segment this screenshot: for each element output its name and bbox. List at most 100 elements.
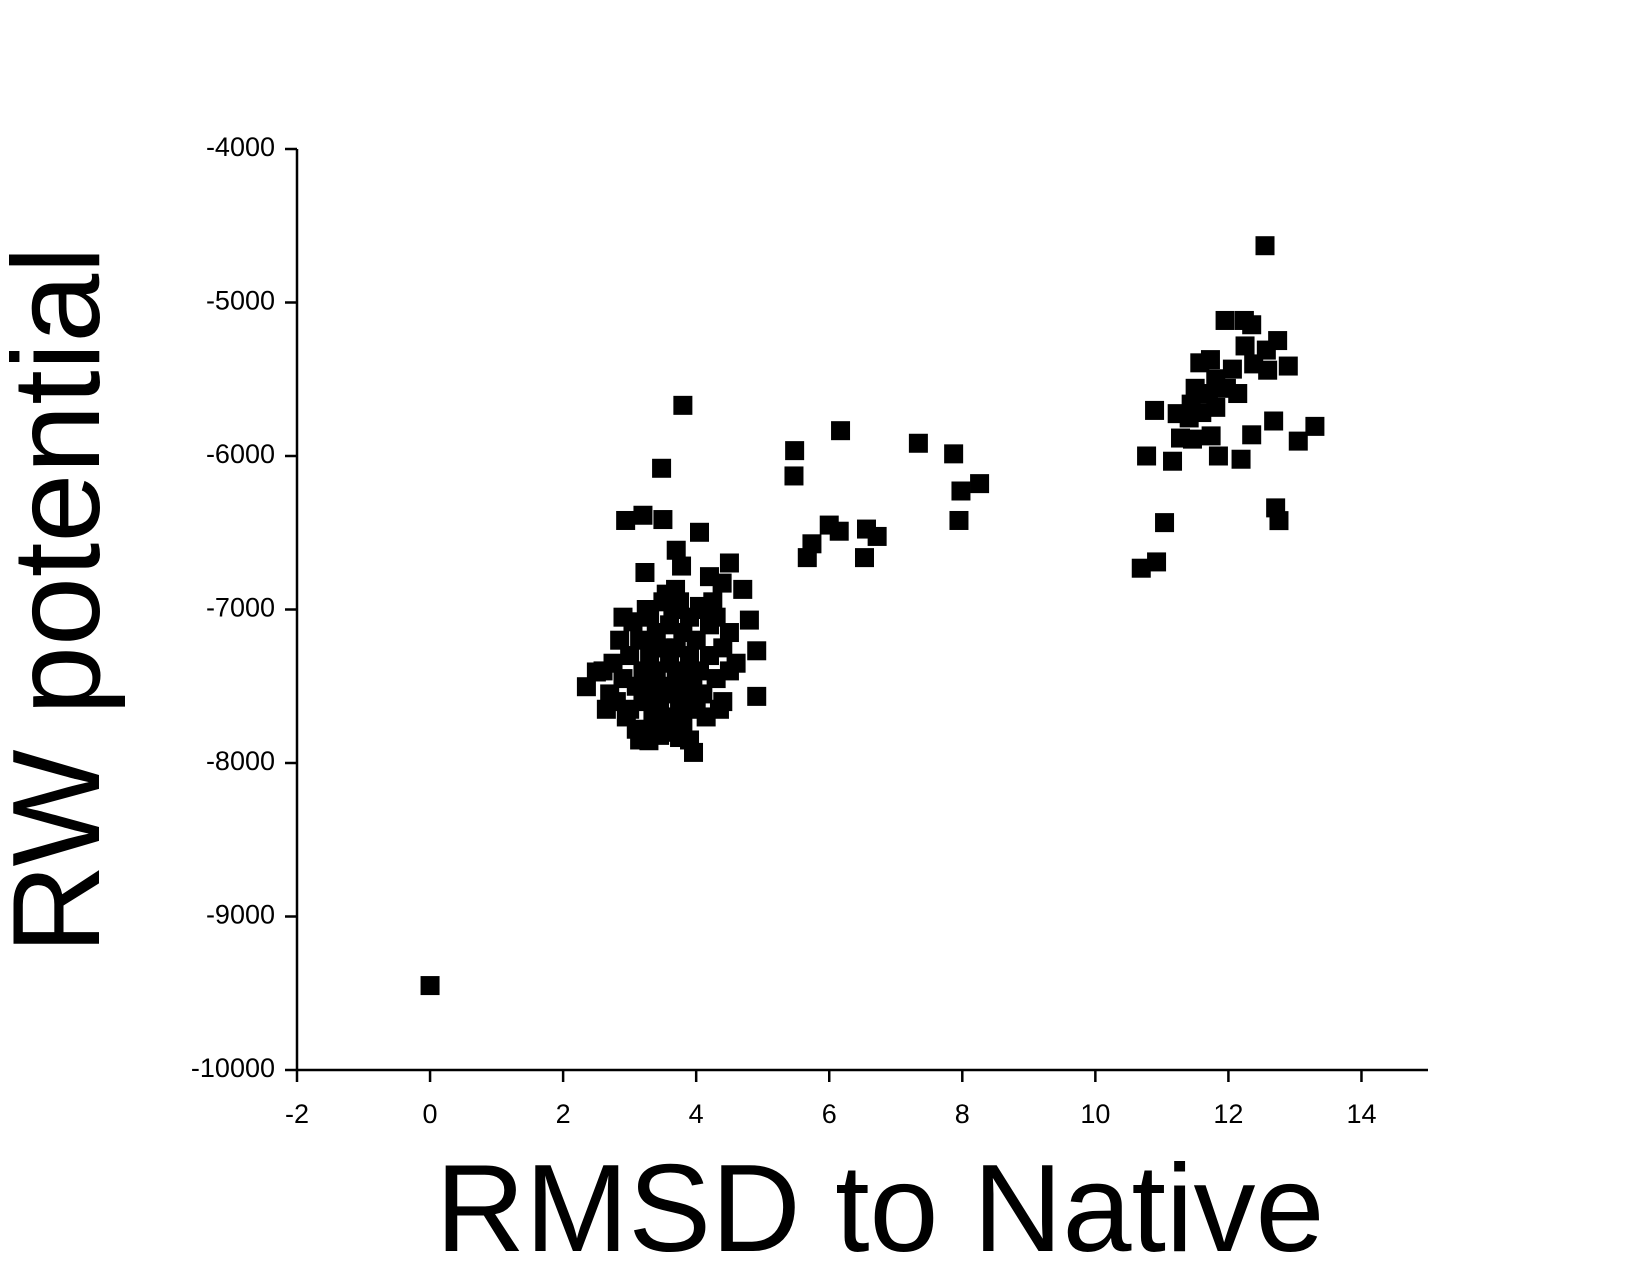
point [636, 600, 656, 619]
point [673, 661, 693, 681]
point [673, 395, 693, 415]
point [784, 466, 804, 486]
point [690, 522, 710, 542]
point [1190, 353, 1210, 373]
point [739, 610, 759, 630]
point [630, 630, 650, 650]
point [652, 458, 672, 478]
point [726, 653, 746, 673]
point [680, 730, 700, 750]
point [867, 526, 887, 546]
point [1305, 416, 1325, 436]
point [633, 692, 653, 712]
point [970, 474, 990, 494]
point [616, 510, 636, 530]
point [831, 421, 851, 441]
y-tick-label: -9000 [206, 900, 275, 930]
point [693, 684, 713, 704]
point [797, 548, 817, 568]
point [747, 686, 767, 706]
point [1179, 408, 1199, 428]
point [1147, 552, 1167, 572]
point [719, 553, 739, 573]
point [610, 630, 630, 650]
point [1145, 400, 1165, 420]
x-tick-label: 10 [1080, 1099, 1110, 1129]
point [576, 677, 596, 697]
point [854, 548, 874, 568]
y-axis-label: RW potential [0, 246, 126, 954]
point [646, 638, 666, 658]
x-tick-label: 6 [822, 1099, 837, 1129]
point [673, 715, 693, 735]
x-tick-label: -2 [285, 1099, 309, 1129]
point [1255, 236, 1275, 256]
point [613, 607, 633, 627]
point [712, 573, 732, 593]
point [603, 653, 623, 673]
point [733, 579, 753, 599]
point [1185, 378, 1205, 398]
x-tick-label: 12 [1213, 1099, 1243, 1129]
point [747, 641, 767, 661]
point [670, 592, 690, 612]
point [1201, 426, 1221, 446]
point [690, 596, 710, 616]
point [1242, 425, 1262, 445]
point [1182, 429, 1202, 449]
y-tick-label: -6000 [206, 439, 275, 469]
point [633, 505, 653, 525]
point [1264, 411, 1284, 431]
x-axis-label: RMSD to Native [436, 1140, 1325, 1275]
point [1258, 360, 1278, 380]
point [829, 521, 849, 541]
point [1288, 431, 1308, 451]
y-tick-label: -7000 [206, 593, 275, 623]
point [1231, 449, 1251, 469]
point [713, 638, 733, 658]
point [785, 441, 805, 461]
point [1269, 511, 1289, 531]
x-tick-label: 2 [556, 1099, 571, 1129]
point [1215, 310, 1235, 330]
point [620, 646, 640, 666]
point [1137, 446, 1157, 466]
point [949, 510, 969, 530]
point [670, 699, 690, 719]
point [1235, 336, 1255, 356]
y-tick-label: -8000 [206, 746, 275, 776]
point [1163, 451, 1183, 471]
point [696, 707, 716, 727]
point [596, 699, 616, 719]
point [719, 623, 739, 643]
point [1206, 397, 1226, 417]
point [1208, 446, 1228, 466]
y-tick-label: -10000 [191, 1053, 275, 1083]
point [1278, 356, 1298, 376]
point [690, 661, 710, 681]
x-tick-label: 14 [1346, 1099, 1376, 1129]
y-tick-label: -4000 [206, 132, 275, 162]
point [951, 481, 971, 501]
point [630, 730, 650, 750]
point [672, 556, 692, 576]
point [1242, 315, 1262, 335]
x-tick-label: 0 [423, 1099, 438, 1129]
point [713, 692, 733, 712]
point [706, 607, 726, 627]
point [1222, 359, 1242, 379]
point [653, 510, 673, 530]
point [686, 630, 706, 650]
point [1131, 558, 1151, 578]
point [908, 433, 928, 453]
point [635, 563, 655, 583]
point [944, 444, 964, 464]
x-tick-label: 4 [689, 1099, 704, 1129]
y-tick-label: -5000 [206, 286, 275, 316]
point [680, 646, 700, 666]
point [420, 976, 440, 996]
point [1155, 513, 1175, 533]
x-tick-label: 8 [955, 1099, 970, 1129]
